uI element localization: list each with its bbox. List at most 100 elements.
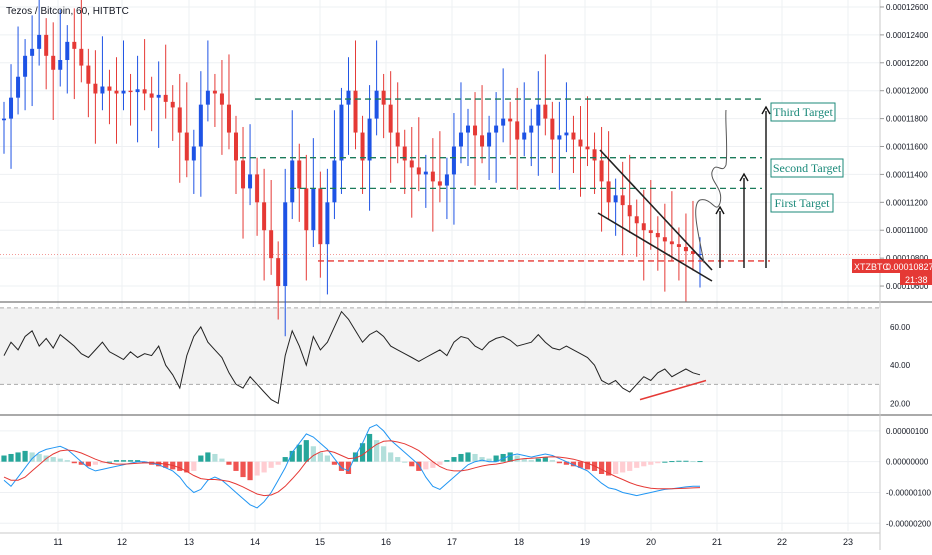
candle-body — [585, 146, 590, 150]
symbol-title: Tezos / Bitcoin, 60, HITBTC — [6, 6, 129, 17]
candle-body — [592, 149, 597, 161]
macd-histogram-bar — [92, 461, 98, 465]
candles — [2, 0, 702, 337]
macd-histogram-bar — [205, 452, 211, 462]
time-tick-label: 12 — [117, 537, 127, 547]
candle-body — [648, 230, 653, 234]
candle-body — [571, 132, 576, 140]
macd-histogram-bar — [156, 461, 162, 467]
candle-body — [388, 104, 393, 133]
macd-histogram-bar — [352, 452, 359, 462]
macd-histogram-bar — [212, 453, 218, 462]
candle-body — [402, 146, 407, 161]
candle-body — [93, 83, 98, 94]
macd-histogram-bar — [493, 455, 499, 462]
macd-histogram-bar — [697, 461, 703, 463]
candle-body — [248, 174, 253, 189]
candle-body — [276, 258, 281, 287]
third-target-text: Third Target — [773, 105, 833, 119]
time-tick-label: 11 — [53, 537, 62, 547]
macd-histogram-bar — [416, 461, 422, 471]
first-target-label[interactable]: First Target — [770, 193, 834, 213]
plot-background — [0, 0, 880, 550]
macd-histogram-bar — [437, 461, 443, 465]
macd-histogram-bar — [381, 446, 387, 462]
macd-histogram-bar — [479, 457, 485, 462]
rsi-tick-label: 20.00 — [890, 399, 911, 408]
macd-histogram-bar — [50, 457, 56, 462]
rsi-pane — [3, 310, 707, 405]
price-tick-label: 0.00011800 — [886, 115, 928, 124]
candle-body — [487, 132, 492, 147]
candle-body — [451, 146, 456, 175]
grid-lines — [0, 0, 880, 531]
candle-body — [557, 135, 562, 140]
candle-body — [395, 132, 400, 147]
macd-histogram-bar — [184, 461, 190, 473]
macd-histogram-bar — [395, 457, 401, 462]
price-tick-label: 0.00011400 — [886, 170, 928, 179]
candle-body — [156, 94, 161, 98]
candle-body — [30, 48, 35, 56]
price-tick-label: 0.00011600 — [886, 143, 928, 152]
candle-body — [480, 135, 485, 147]
macd-histogram-bar — [366, 433, 373, 462]
price-tick-label: 0.00012400 — [886, 31, 929, 40]
macd-histogram-bar — [64, 460, 70, 462]
time-axis[interactable]: 11 12 13 14 15 16 17 18 19 20 21 22 23 — [53, 537, 853, 547]
macd-histogram-bar — [584, 461, 591, 470]
candle-body — [529, 125, 534, 133]
target-levels — [0, 98, 880, 262]
macd-histogram-bar — [99, 461, 106, 464]
candle-body — [219, 93, 224, 105]
macd-histogram-bar — [465, 452, 471, 462]
candle-body — [58, 60, 63, 70]
third-target-label[interactable]: Third Target — [770, 102, 836, 122]
candle-body — [501, 118, 506, 126]
candle-body — [515, 121, 520, 140]
macd-histogram-bar — [29, 452, 35, 462]
macd-histogram-bar — [409, 461, 415, 467]
macd-tick-label: -0.00000100 — [886, 488, 931, 497]
macd-histogram-bar — [71, 461, 77, 464]
macd-tick-label: 0.00000100 — [886, 427, 929, 436]
macd-histogram-bar — [683, 460, 689, 462]
second-target-text: Second Target — [773, 161, 842, 175]
macd-histogram-bar — [303, 440, 309, 462]
time-tick-label: 19 — [580, 537, 590, 547]
candle-body — [23, 55, 28, 77]
price-axis[interactable]: 0.00012600 0.00012400 0.00012200 0.00012000… — [880, 3, 931, 528]
candle-body — [613, 195, 618, 203]
macd-histogram-bar — [57, 458, 63, 462]
macd-histogram-bar — [598, 461, 605, 474]
macd-histogram-bar — [359, 443, 366, 462]
candle-body — [297, 160, 302, 189]
candle-body — [473, 125, 478, 136]
macd-histogram-bar — [191, 461, 197, 471]
macd-histogram-bar — [247, 461, 253, 481]
candle-body — [135, 89, 140, 93]
macd-histogram-bar — [85, 461, 91, 467]
second-target-label[interactable]: Second Target — [770, 158, 844, 178]
macd-histogram-bar — [556, 461, 562, 464]
macd-histogram-bar — [676, 460, 682, 462]
candle-body — [170, 101, 175, 108]
macd-pane — [1, 424, 703, 509]
macd-histogram-bar — [514, 455, 520, 462]
candle-body — [163, 94, 168, 102]
arrow-first-head — [715, 205, 725, 215]
macd-histogram-bar — [507, 452, 513, 462]
candle-body — [65, 41, 70, 60]
macd-histogram-bar — [528, 460, 534, 462]
countdown-bg — [900, 273, 932, 285]
macd-histogram-bar — [606, 461, 612, 476]
macd-tick-label: 0.00000000 — [886, 458, 929, 467]
candle-body — [318, 188, 323, 245]
candle-body — [177, 107, 182, 133]
candle-body — [508, 118, 513, 122]
macd-histogram-bar — [233, 461, 239, 471]
candle-body — [522, 132, 527, 140]
candle-body — [543, 104, 548, 119]
